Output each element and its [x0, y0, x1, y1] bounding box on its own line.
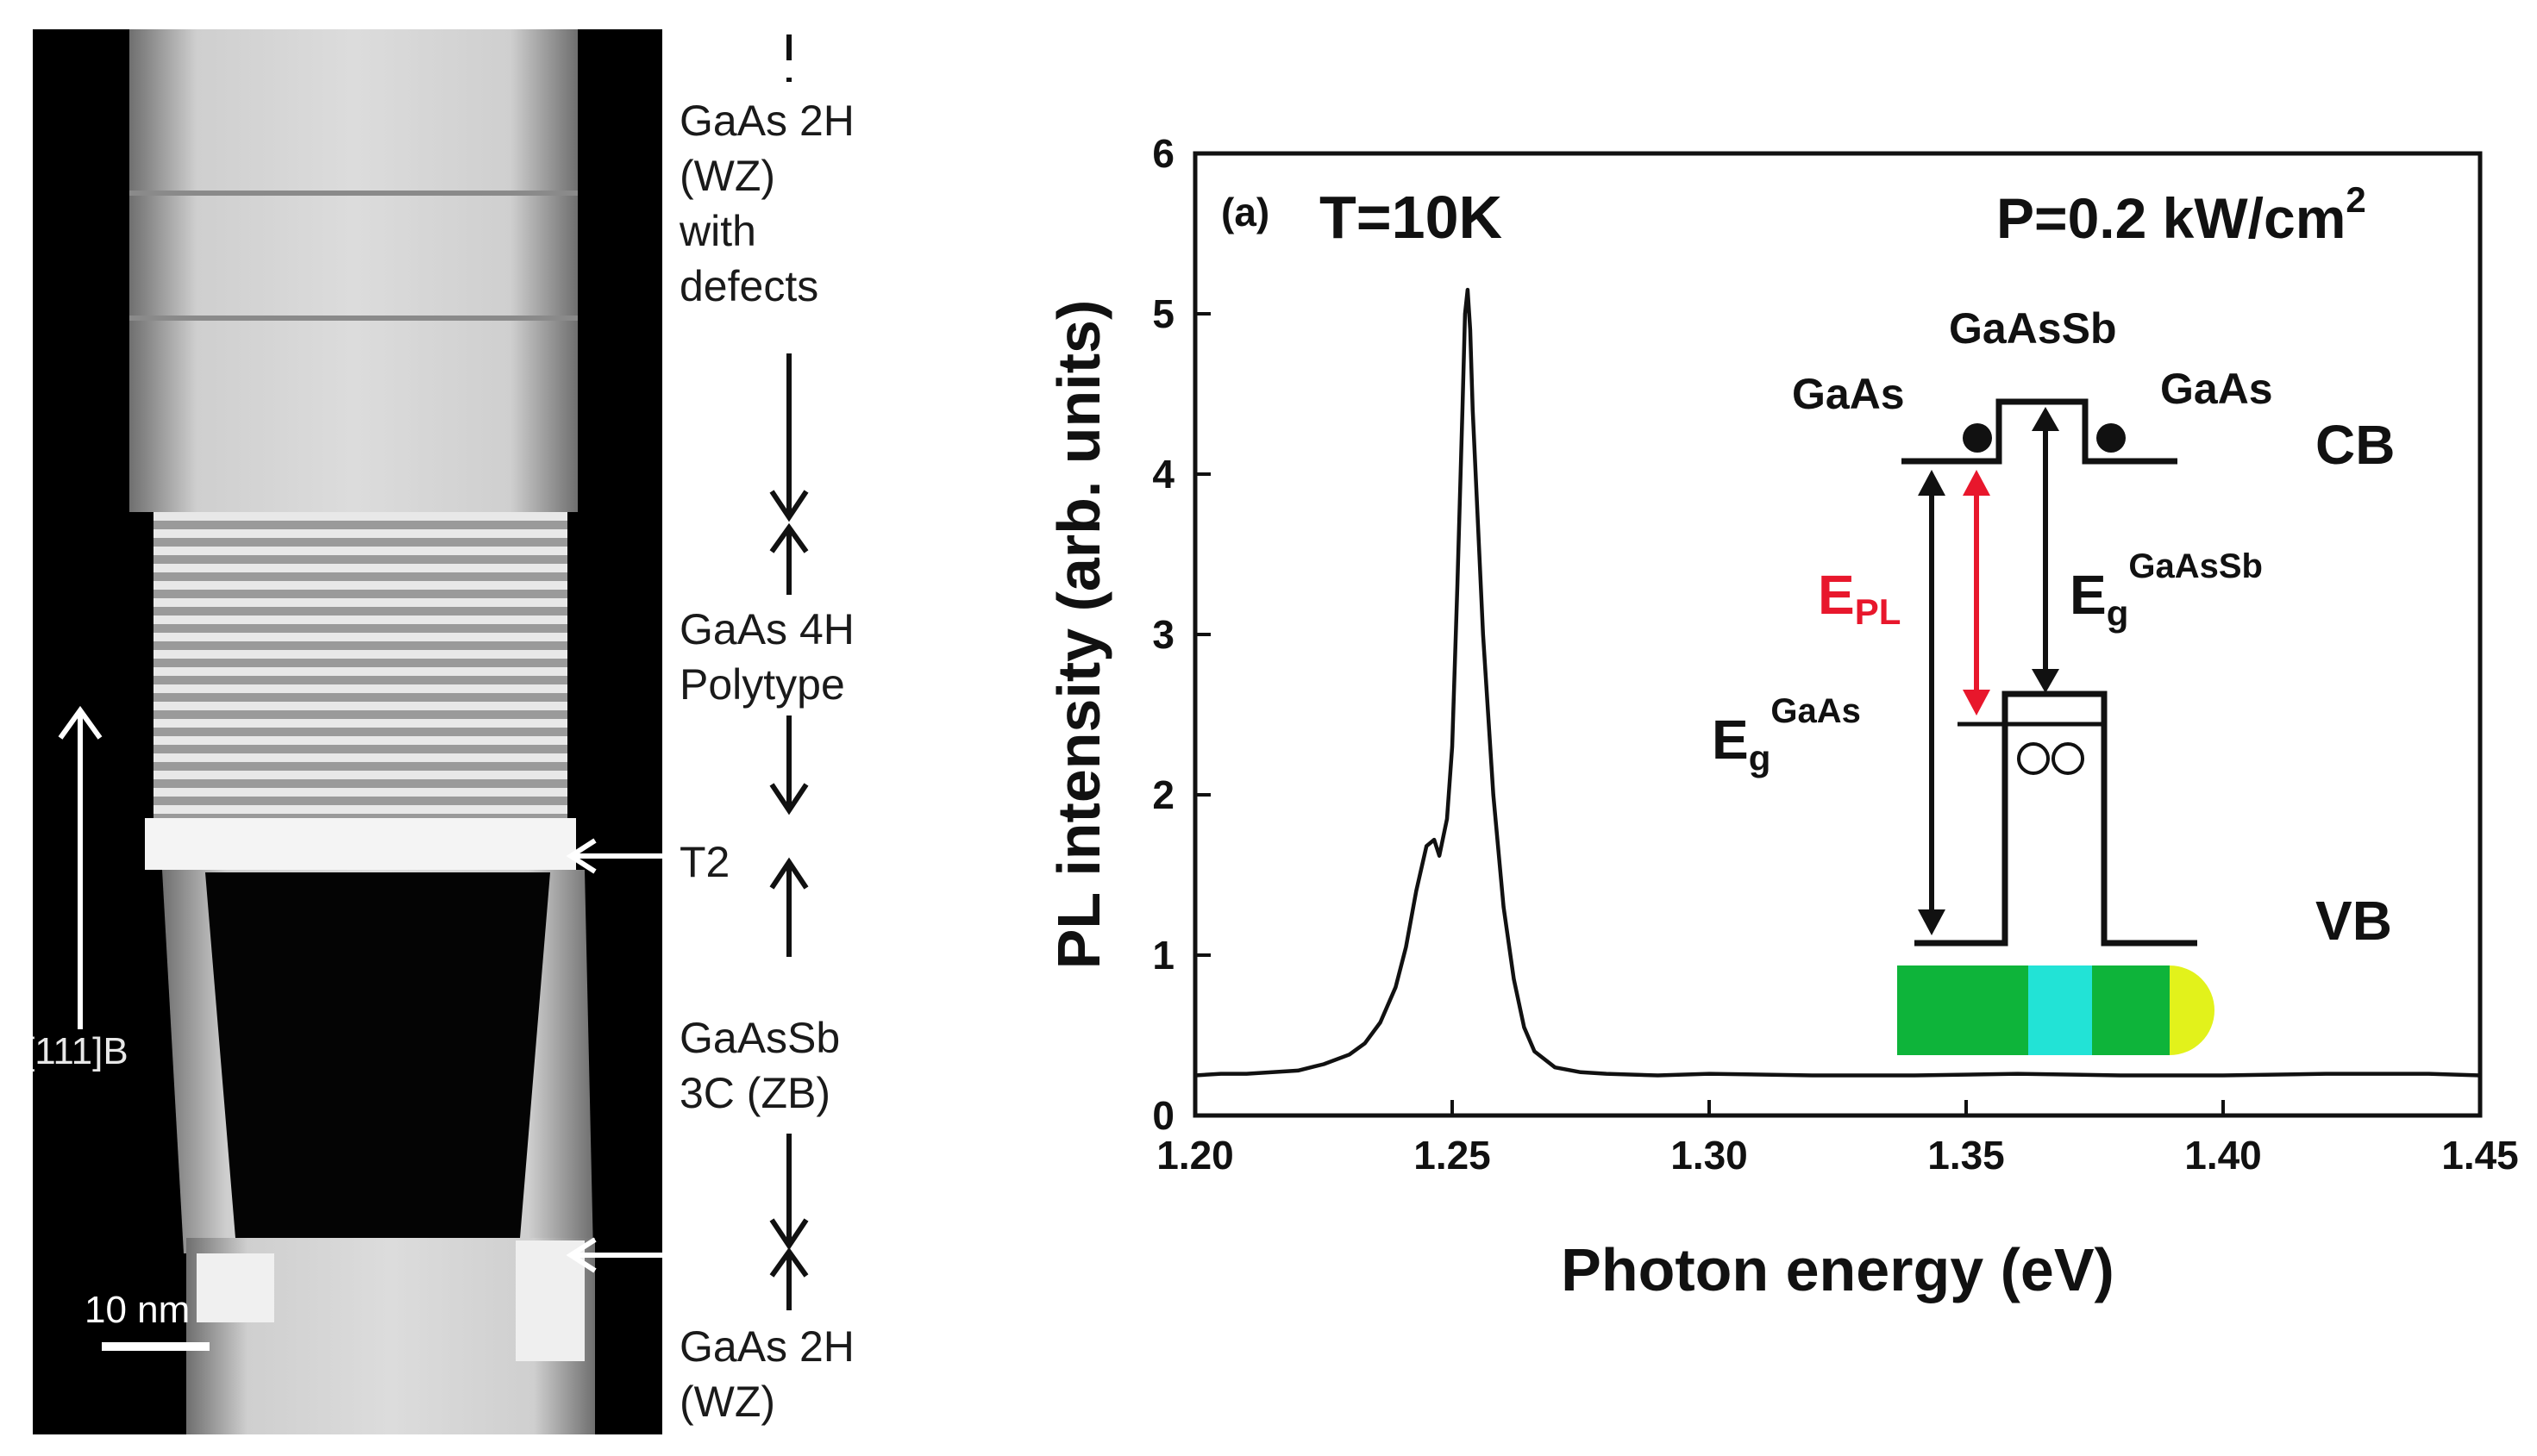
inset-label-vb: VB: [2315, 890, 2392, 952]
axis-ticks: [1193, 152, 2482, 1117]
epl-label: EPL: [1818, 564, 1901, 632]
conduction-band-edge: [1901, 398, 2177, 465]
temperature-annotation: T=10K: [1319, 184, 1502, 251]
y-tick-label: 4: [1152, 452, 1175, 497]
x-tick-label: 1.35: [1927, 1133, 2005, 1178]
pl-spectrum-line: [1194, 287, 2481, 1078]
x-tick-label: 1.45: [2441, 1133, 2519, 1178]
growth-arrow-head: [58, 705, 103, 740]
annotation-arrows: [566, 34, 809, 1310]
y-tick-label: 0: [1152, 1093, 1175, 1138]
hole-left: [2017, 742, 2050, 775]
y-tick-label: 6: [1152, 131, 1175, 176]
nanowire-catalyst-droplet: [2170, 965, 2214, 1055]
tem-image-graphic: [111]B 10 nm: [24, 29, 595, 1434]
inset-label-gaas-left: GaAs: [1792, 370, 1905, 418]
annot-t2-interface: T2: [680, 838, 730, 886]
y-tick-label: 2: [1152, 772, 1175, 817]
x-tick-label: 1.30: [1670, 1133, 1748, 1178]
annot-gaas-2h-defects: GaAs 2H (WZ) with defects: [680, 97, 855, 310]
eg-gaassb-arrow-head-up: [2032, 407, 2059, 431]
eg-gaas-arrow-head-up: [1918, 470, 1945, 496]
inset-label-cb: CB: [2315, 414, 2395, 476]
nanowire-gaas-segment-left: [1897, 965, 2028, 1055]
nanowire-gaassb-segment: [2028, 965, 2092, 1055]
annot-gaas-4h-polytype: GaAs 4H Polytype: [680, 605, 855, 709]
inset-label-gaassb: GaAsSb: [1949, 304, 2117, 353]
x-tick-label: 1.25: [1413, 1133, 1491, 1178]
axis-tick-labels: 1.20 1.25 1.30 1.35 1.40 1.45 0 1 2 3 4 5 6: [1152, 131, 2518, 1178]
y-tick-label: 1: [1152, 933, 1175, 978]
epl-arrow-head-up: [1963, 470, 1990, 496]
nanowire-gaas-segment-right: [2092, 965, 2170, 1055]
electron-left: [1963, 423, 1992, 453]
eg-gaas-arrow-head-down: [1918, 909, 1945, 935]
growth-direction-label: [111]B: [33, 1030, 128, 1072]
tem-image: [111]B 10 nm: [24, 29, 662, 1434]
scale-bar-label: 10 nm: [85, 1289, 190, 1331]
inset-label-gaas-right: GaAs: [2160, 365, 2273, 413]
y-tick-label: 5: [1152, 291, 1175, 336]
epl-arrow-head-down: [1963, 690, 1990, 716]
valence-band-edge: [1914, 691, 2197, 947]
annot-gaas-2h-bottom: GaAs 2H (WZ): [680, 1322, 855, 1426]
hole-right: [2052, 742, 2084, 775]
band-diagram-inset: GaAsSb GaAs GaAs CB VB: [1712, 304, 2395, 1055]
eg-gaas-label: EgGaAs: [1712, 692, 1861, 778]
eg-gaassb-label: EgGaAsSb: [2070, 547, 2263, 634]
panel-label: (a): [1221, 190, 1269, 234]
plot-frame: [1193, 151, 2483, 1118]
x-tick-label: 1.40: [2184, 1133, 2262, 1178]
x-tick-label: 1.20: [1156, 1133, 1234, 1178]
power-annotation: P=0.2 kW/cm2: [1996, 179, 2366, 250]
y-axis-title: PL intensity (arb. units): [1045, 300, 1112, 970]
annot-gaassb-3c: GaAsSb 3C (ZB): [680, 1014, 841, 1117]
y-tick-label: 3: [1152, 612, 1175, 657]
x-axis-title: Photon energy (eV): [1561, 1236, 2114, 1303]
electron-right: [2096, 423, 2126, 453]
eg-gaassb-arrow-head-down: [2032, 669, 2059, 693]
